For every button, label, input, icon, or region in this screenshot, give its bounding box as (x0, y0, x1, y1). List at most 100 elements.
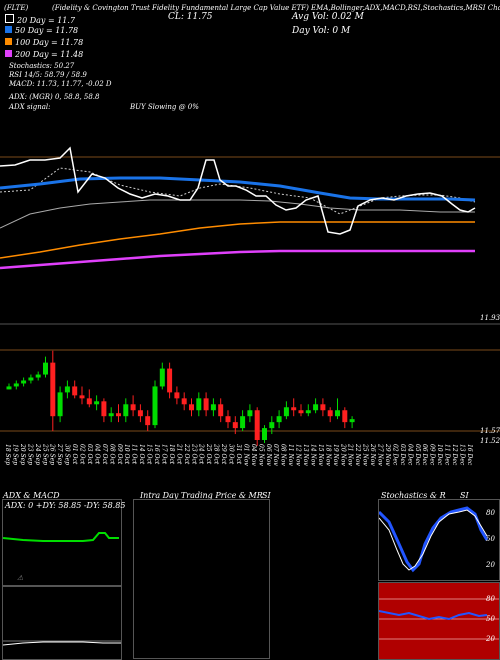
candle-body (116, 413, 121, 417)
date-tick-label: 26 Sep (49, 443, 56, 465)
date-tick-label: 12 Dec (451, 444, 458, 466)
date-tick-label: 18 Nov (324, 444, 331, 466)
candle-body (130, 404, 136, 411)
adx-chart (3, 532, 119, 542)
adx-panel: ADX: 0 +DY: 58.85 -DY: 58.85 ⚠ (2, 499, 126, 586)
macd-line (3, 641, 121, 646)
date-tick-label: 08 Nov (280, 444, 287, 466)
date-tick-label: 12 Nov (295, 444, 302, 466)
date-tick-label: 14 Oct (138, 444, 145, 465)
date-tick-label: 27 Nov (377, 443, 384, 466)
candle-body (313, 404, 319, 411)
intraday-panel (133, 499, 270, 659)
stoch-tick-50: 50 (486, 535, 495, 543)
date-tick-label: 21 Nov (347, 443, 354, 466)
date-tick-label: 25 Sep (41, 443, 48, 465)
date-tick-label: 06 Dec (421, 444, 428, 466)
date-tick-label: 11 Dec (444, 444, 451, 466)
date-tick-label: 30 Oct (228, 444, 235, 465)
rsi-tick-80: 80 (486, 595, 495, 603)
adx-line (3, 532, 119, 542)
date-tick-label: 29 Nov (384, 443, 391, 466)
macd-panel (2, 586, 122, 660)
stoch-tick-80: 80 (486, 509, 495, 517)
candle-body (64, 386, 70, 393)
date-tick-label: 02 Oct (79, 444, 86, 465)
candle-body (327, 410, 333, 417)
candle-body (298, 410, 304, 414)
date-tick-label: 11 Nov (287, 444, 294, 466)
day-volume: Day Vol: 0 M (292, 26, 351, 36)
date-tick-label: 22 Oct (183, 443, 190, 465)
stochastics-panel: 80 50 20 (378, 499, 500, 581)
candle-body (174, 392, 180, 399)
candle-body (232, 422, 238, 429)
candle-body (262, 428, 267, 440)
candle-body (159, 368, 165, 387)
stoch-panel-title: Stochastics & R (381, 491, 446, 500)
stoch-tick-20: 20 (486, 561, 495, 569)
candle-body (276, 416, 282, 423)
price-line (0, 146, 476, 235)
date-tick-label: 18 Oct (168, 444, 175, 465)
candle-body (137, 410, 143, 417)
date-tick-label: 02 Dec (391, 444, 398, 466)
candle-body (28, 377, 34, 381)
date-tick-label: 01 Oct (71, 444, 78, 465)
candle-body (167, 368, 173, 393)
date-tick-label: 25 Nov (362, 443, 369, 466)
date-tick-label: 08 Oct (108, 444, 115, 465)
close-price: CL: 11.75 (168, 12, 213, 22)
date-axis: 18 Sep 19 Sep 20 Sep 23 Sep 24 Sep 25 Sep 26 S… (4, 443, 473, 466)
date-tick-label: 27 Sep (56, 443, 63, 465)
date-tick-label: 30 Sep (64, 444, 71, 465)
date-tick-label: 10 Dec (436, 444, 443, 466)
main-chart: 18 Sep 19 Sep 20 Sep 23 Sep 24 Sep 25 Sep 26 S… (0, 146, 500, 466)
candle-body (181, 398, 187, 405)
date-tick-label: 11 Oct (131, 444, 138, 465)
candle-body (79, 395, 85, 399)
ma200-line (0, 249, 475, 270)
intraday-panel-si: SI (262, 491, 271, 500)
rsi-chart (379, 598, 499, 640)
adx-axis-marker: ⚠ (17, 574, 24, 582)
date-tick-label: 15 Oct (146, 444, 153, 465)
legend-swatch-100 (5, 38, 12, 45)
adx-stat: ADX: (MGR) 0, 58.8, 58.8 (9, 93, 100, 101)
date-tick-label: 13 Nov (302, 444, 309, 466)
date-tick-label: 20 Nov (339, 443, 346, 466)
ma20-dashed-line (0, 167, 476, 215)
date-tick-label: 28 Oct (213, 443, 220, 465)
candle-body (72, 386, 78, 396)
rsi-tick-50: 50 (486, 615, 495, 623)
stoch-k-line (379, 506, 489, 573)
date-tick-label: 19 Nov (332, 444, 339, 466)
candle-body (210, 404, 216, 411)
legend-ma50: 50 Day = 11.78 (5, 26, 78, 35)
date-tick-label: 22 Nov (354, 443, 361, 466)
stochastics-chart (379, 506, 489, 573)
candle-body (342, 410, 348, 423)
intraday-panel-title: Intra Day Trading Price & MR (140, 491, 263, 500)
ma100-line (0, 221, 475, 259)
legend-swatch-200 (5, 50, 12, 57)
date-tick-label: 24 Sep (34, 443, 41, 465)
date-tick-label: 09 Oct (116, 444, 123, 465)
candle-body (225, 416, 231, 423)
date-tick-label: 18 Sep (4, 444, 11, 465)
ticker-label: (FLTE) (4, 4, 29, 12)
date-tick-label: 04 Dec (406, 444, 413, 466)
rsi-tick-20: 20 (486, 635, 495, 643)
adx-values: ADX: 0 +DY: 58.85 -DY: 58.85 (5, 501, 126, 510)
candle-body (218, 404, 224, 417)
candle-body (35, 374, 41, 378)
candle-body (21, 380, 27, 384)
candle-body (152, 386, 158, 426)
candle-body (94, 401, 100, 405)
candle-body (13, 383, 19, 387)
legend-ma200: 200 Day = 11.48 (5, 50, 83, 59)
candle-body (269, 422, 275, 429)
date-tick-label: 26 Nov (369, 443, 376, 466)
macd-chart (3, 640, 121, 646)
date-tick-label: 06 Nov (265, 444, 272, 466)
